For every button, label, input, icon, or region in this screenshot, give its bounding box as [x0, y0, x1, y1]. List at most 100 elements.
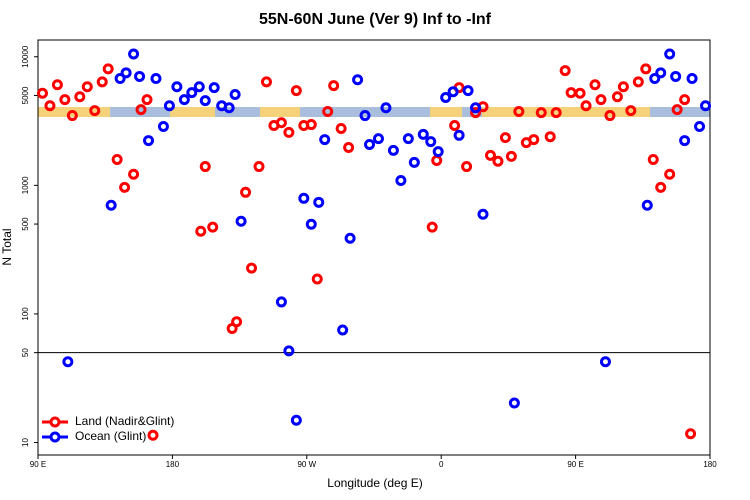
- data-point: [477, 208, 489, 220]
- legend-text: Land (Nadir&Glint): [75, 414, 174, 428]
- data-point: [298, 192, 310, 204]
- data-point: [641, 199, 653, 211]
- data-point: [589, 79, 601, 91]
- ocean-band: [215, 107, 260, 117]
- y-tick-label: 10: [21, 438, 30, 447]
- data-point: [402, 133, 414, 145]
- data-point: [559, 65, 571, 77]
- data-point: [686, 73, 698, 85]
- data-point: [199, 95, 211, 107]
- data-point: [275, 296, 287, 308]
- data-point: [120, 67, 132, 79]
- data-point: [364, 138, 376, 150]
- data-point: [260, 76, 272, 88]
- data-point: [679, 94, 691, 106]
- data-point: [408, 156, 420, 168]
- data-point: [163, 100, 175, 112]
- data-point: [492, 155, 504, 167]
- data-point: [513, 106, 525, 118]
- legend-text: Ocean (Glint): [75, 429, 146, 443]
- data-point: [499, 132, 511, 144]
- data-point: [305, 119, 317, 131]
- y-tick-label: 5000: [21, 86, 30, 104]
- data-point: [119, 181, 131, 193]
- x-tick-label: 0: [439, 460, 444, 469]
- data-point: [322, 106, 334, 118]
- data-point: [229, 88, 241, 100]
- data-point: [147, 429, 159, 441]
- data-point: [372, 133, 384, 145]
- data-point: [528, 134, 540, 146]
- x-tick-label: 90 E: [567, 460, 583, 469]
- data-point: [157, 120, 169, 132]
- data-point: [275, 117, 287, 129]
- chart-title: 55N-60N June (Ver 9) Inf to -Inf: [259, 11, 492, 28]
- data-point: [470, 107, 482, 119]
- data-point: [290, 85, 302, 97]
- x-tick-label: 90 E: [30, 460, 46, 469]
- data-point: [470, 102, 482, 114]
- data-point: [595, 94, 607, 106]
- data-point: [290, 414, 302, 426]
- data-point: [700, 100, 712, 112]
- legend-marker: [49, 416, 61, 428]
- data-point: [134, 70, 146, 82]
- data-point: [449, 120, 461, 132]
- data-point: [199, 161, 211, 173]
- data-point: [246, 262, 258, 274]
- y-axis-label: N Total: [0, 228, 14, 265]
- data-point: [51, 79, 63, 91]
- data-point: [313, 196, 325, 208]
- data-point: [611, 91, 623, 103]
- data-point: [417, 128, 429, 140]
- data-point: [425, 136, 437, 148]
- data-point: [36, 87, 48, 99]
- data-point: [283, 345, 295, 357]
- data-point: [171, 81, 183, 93]
- data-point: [655, 181, 667, 193]
- data-point: [461, 161, 473, 173]
- data-point: [311, 273, 323, 285]
- data-point: [128, 48, 140, 60]
- data-point: [647, 153, 659, 165]
- y-tick-label: 100: [21, 307, 30, 321]
- y-tick-label: 50: [21, 348, 30, 357]
- data-point: [380, 102, 392, 114]
- x-tick-label: 180: [166, 460, 180, 469]
- data-point: [343, 141, 355, 153]
- data-point: [426, 221, 438, 233]
- data-point: [208, 82, 220, 94]
- data-point: [649, 73, 661, 85]
- data-point: [432, 146, 444, 158]
- data-point: [111, 153, 123, 165]
- data-point: [186, 87, 198, 99]
- data-point: [74, 91, 86, 103]
- data-point: [655, 67, 667, 79]
- data-point: [143, 135, 155, 147]
- data-point: [178, 94, 190, 106]
- data-point: [328, 80, 340, 92]
- data-point: [431, 155, 443, 167]
- data-point: [640, 63, 652, 75]
- data-point: [565, 87, 577, 99]
- data-point: [685, 428, 697, 440]
- data-point: [44, 100, 56, 112]
- data-point: [671, 104, 683, 116]
- x-tick-label: 180: [703, 460, 717, 469]
- data-point: [240, 186, 252, 198]
- data-point: [359, 110, 371, 122]
- data-point: [664, 168, 676, 180]
- legend-marker: [49, 431, 61, 443]
- data-point: [617, 81, 629, 93]
- data-point: [580, 100, 592, 112]
- data-point: [335, 122, 347, 134]
- data-point: [599, 356, 611, 368]
- y-tick-label: 500: [21, 217, 30, 231]
- data-point: [632, 76, 644, 88]
- data-point: [89, 105, 101, 117]
- data-point: [344, 232, 356, 244]
- data-point: [253, 161, 265, 173]
- data-point: [223, 102, 235, 114]
- data-point: [62, 356, 74, 368]
